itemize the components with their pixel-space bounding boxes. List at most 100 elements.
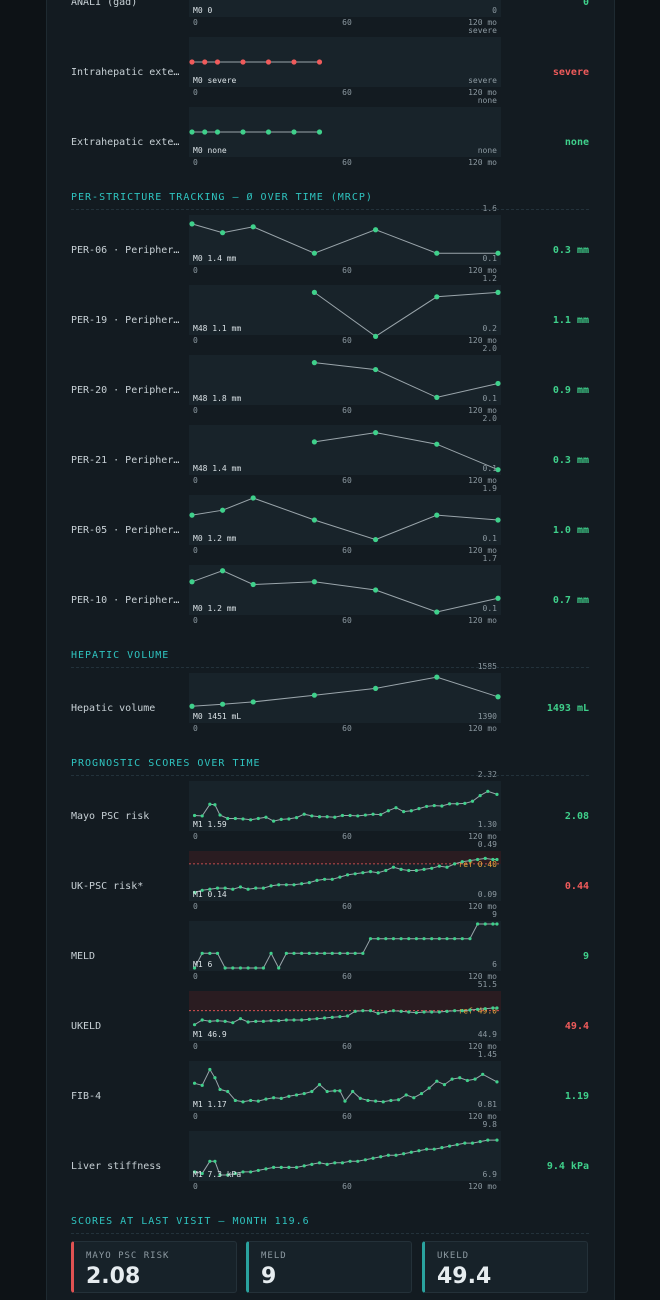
data-point bbox=[317, 815, 322, 819]
x-tick-label: 120 mo bbox=[468, 158, 497, 167]
card-title: MELD bbox=[261, 1251, 287, 1261]
data-point bbox=[218, 1087, 222, 1092]
data-point bbox=[249, 1098, 253, 1103]
data-point bbox=[307, 951, 311, 955]
data-point bbox=[317, 1083, 322, 1087]
data-point bbox=[379, 1155, 383, 1159]
data-point bbox=[384, 937, 388, 941]
data-point bbox=[483, 922, 487, 926]
card-ukeld: UKELD 49.4 bbox=[422, 1241, 588, 1293]
metric-value: 0.9 mm bbox=[552, 384, 589, 396]
data-point bbox=[254, 1019, 258, 1023]
data-point bbox=[414, 1011, 418, 1015]
series-line bbox=[314, 432, 499, 471]
data-point bbox=[450, 1077, 454, 1081]
x-tick-label: 120 mo bbox=[468, 1182, 497, 1191]
metric-label: Intrahepatic extension bbox=[71, 37, 183, 107]
sparkline-chart: severe severe M0 severe 0 60 120 mo bbox=[189, 26, 501, 97]
data-point bbox=[417, 806, 421, 811]
metric-row: PER-20 · Peripheral 0.9 mm 2.0 0.1 M48 1.8 m… bbox=[71, 344, 589, 425]
data-point bbox=[294, 816, 299, 820]
metric-label-text: Extrahepatic extension bbox=[71, 136, 183, 148]
data-point bbox=[241, 1100, 245, 1104]
x-tick-label: 0 bbox=[193, 406, 198, 415]
sparkline-chart: 2.0 0.1 M48 1.8 mm 0 60 120 mo bbox=[189, 344, 501, 415]
data-point bbox=[434, 441, 440, 447]
data-point bbox=[348, 813, 352, 818]
data-point bbox=[254, 886, 258, 890]
data-point bbox=[220, 230, 226, 236]
data-point bbox=[246, 887, 250, 891]
data-point bbox=[272, 1096, 276, 1100]
data-point bbox=[371, 1156, 375, 1160]
data-point bbox=[226, 816, 230, 821]
range-min-label: 0.1 bbox=[483, 534, 498, 543]
section-stricture-tracking: PER-STRICTURE TRACKING — Ø OVER TIME (MR… bbox=[71, 192, 589, 210]
data-point bbox=[200, 1171, 204, 1176]
range-max-label: 1.7 bbox=[483, 554, 498, 563]
data-point bbox=[399, 867, 403, 871]
range-max-label: 0.49 bbox=[478, 840, 497, 849]
data-point bbox=[264, 1167, 268, 1171]
data-point bbox=[417, 1149, 421, 1153]
x-tick-label: 0 bbox=[193, 476, 198, 485]
range-min-label: 6.9 bbox=[483, 1170, 498, 1179]
metric-value: 9.4 kPa bbox=[546, 1160, 589, 1172]
data-point bbox=[323, 1016, 327, 1020]
data-point bbox=[399, 1009, 403, 1013]
metric-row: Liver stiffness 9.4 kPa 9.8 6.9 M1 7.3 kPa 0 6… bbox=[71, 1120, 589, 1201]
data-point bbox=[231, 887, 235, 891]
data-point bbox=[189, 221, 195, 227]
data-point bbox=[434, 512, 440, 518]
metric-label-text: PER-19 · Peripheral bbox=[71, 314, 183, 326]
range-max-label: 2.0 bbox=[483, 344, 498, 353]
data-point bbox=[473, 1077, 477, 1081]
data-point bbox=[353, 951, 357, 955]
series-line bbox=[314, 362, 499, 398]
range-min-label: 0.1 bbox=[483, 604, 498, 613]
data-point bbox=[287, 1165, 291, 1169]
data-point bbox=[292, 951, 296, 955]
first-value-label: M0 1451 mL bbox=[193, 712, 241, 721]
metric-label: PER-10 · Peripheral bbox=[71, 565, 183, 635]
data-point bbox=[373, 333, 379, 339]
range-max-label: 2.0 bbox=[483, 414, 498, 423]
data-point bbox=[269, 1019, 273, 1023]
x-tick-label: 120 mo bbox=[468, 1112, 497, 1121]
first-value-label: M1 1.59 bbox=[193, 820, 227, 829]
data-point bbox=[470, 1141, 475, 1145]
data-point bbox=[277, 883, 281, 887]
data-point bbox=[256, 1099, 260, 1103]
data-point bbox=[233, 816, 237, 821]
first-value-label: M1 46.9 bbox=[193, 1030, 227, 1039]
data-point bbox=[279, 1096, 283, 1100]
data-point bbox=[491, 922, 495, 926]
range-min-label: 0 bbox=[492, 6, 497, 15]
data-point bbox=[226, 1173, 230, 1177]
data-point bbox=[279, 817, 283, 821]
data-point bbox=[325, 1089, 329, 1094]
metric-value: 9 bbox=[582, 950, 589, 962]
data-point bbox=[202, 59, 208, 65]
metric-value: 0 bbox=[582, 0, 589, 8]
data-point bbox=[300, 882, 304, 886]
data-point bbox=[316, 59, 323, 65]
data-point bbox=[226, 1089, 230, 1094]
data-point bbox=[376, 1011, 380, 1015]
metric-value: 1.19 bbox=[564, 1090, 589, 1102]
data-point bbox=[396, 1098, 401, 1102]
data-point bbox=[384, 868, 388, 873]
data-point bbox=[265, 59, 272, 65]
data-point bbox=[414, 937, 418, 941]
data-point bbox=[238, 885, 243, 889]
data-point bbox=[463, 1141, 467, 1145]
data-point bbox=[315, 951, 319, 955]
data-point bbox=[231, 966, 235, 970]
plot-background bbox=[189, 1061, 501, 1111]
metric-label-text: Mayo PSC risk bbox=[71, 810, 150, 822]
range-max-label: 1.9 bbox=[483, 484, 498, 493]
data-point bbox=[317, 1161, 322, 1165]
x-tick-label: 0 bbox=[193, 266, 198, 275]
range-max-label: 51.5 bbox=[478, 980, 497, 989]
metric-label: PER-19 · Peripheral bbox=[71, 285, 183, 355]
